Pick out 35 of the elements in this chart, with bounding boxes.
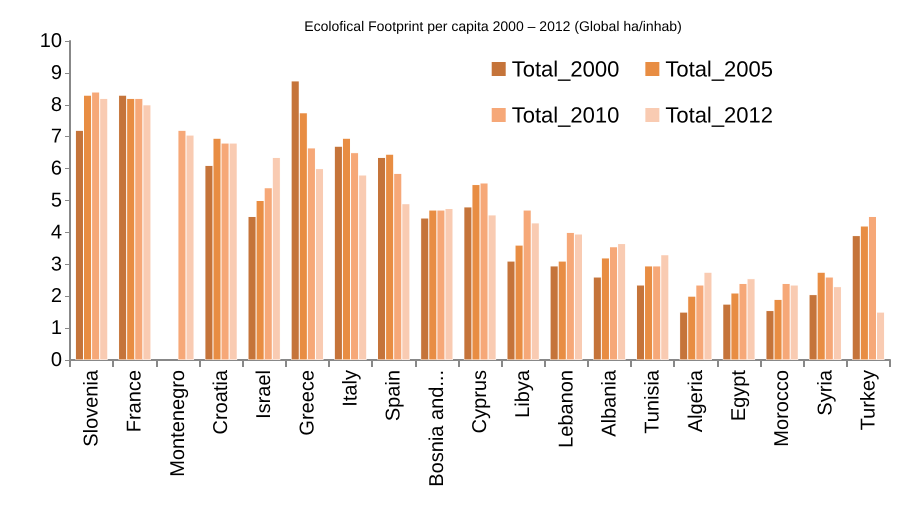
- x-tick-label: Slovenia: [80, 369, 103, 447]
- y-tick-label: 9: [50, 62, 62, 84]
- y-tick-label: 7: [50, 126, 62, 148]
- y-tick-label: 2: [50, 285, 62, 308]
- legend-label: Total_2000: [512, 56, 620, 82]
- legend-label: Total_2010: [512, 102, 620, 128]
- x-tick-label: Spain: [382, 370, 405, 422]
- x-tick-label: Montenegro: [166, 370, 189, 477]
- legend-label: Total_2005: [665, 56, 774, 82]
- legend-label: Total_2012: [665, 102, 774, 128]
- y-tick-label: 3: [50, 253, 62, 276]
- x-tick-label: Cyprus: [469, 370, 491, 434]
- x-tick-label: Israel: [253, 370, 276, 419]
- y-tick-label: 4: [50, 221, 62, 244]
- x-tick-label: Albania: [598, 369, 620, 437]
- y-tick-label: 1: [50, 317, 62, 340]
- x-tick-label: Syria: [814, 369, 836, 416]
- x-tick-label: Libya: [512, 369, 534, 418]
- x-tick-label: Bosnia and...: [426, 370, 448, 487]
- x-tick-label: France: [124, 370, 146, 432]
- y-tick-label: 6: [50, 158, 62, 180]
- y-tick-label: 8: [50, 94, 62, 116]
- y-tick-label: 10: [40, 30, 62, 52]
- x-tick-label: Morocco: [771, 370, 794, 447]
- y-tick-label: 5: [50, 190, 62, 212]
- y-tick-label: 0: [50, 349, 62, 371]
- x-tick-label: Egypt: [728, 370, 750, 422]
- chart-title: Ecolofical Footprint per capita 2000 – 2012 (Global ha/inhab): [304, 18, 682, 34]
- x-tick-label: Tunisia: [642, 369, 664, 434]
- x-tick-label: Croatia: [210, 369, 232, 434]
- x-tick-label: Italy: [340, 370, 362, 407]
- x-tick-label: Greece: [296, 370, 318, 436]
- x-tick-label: Algeria: [684, 369, 707, 432]
- x-tick-label: Turkey: [857, 370, 880, 430]
- x-tick-label: Lebanon: [555, 370, 578, 448]
